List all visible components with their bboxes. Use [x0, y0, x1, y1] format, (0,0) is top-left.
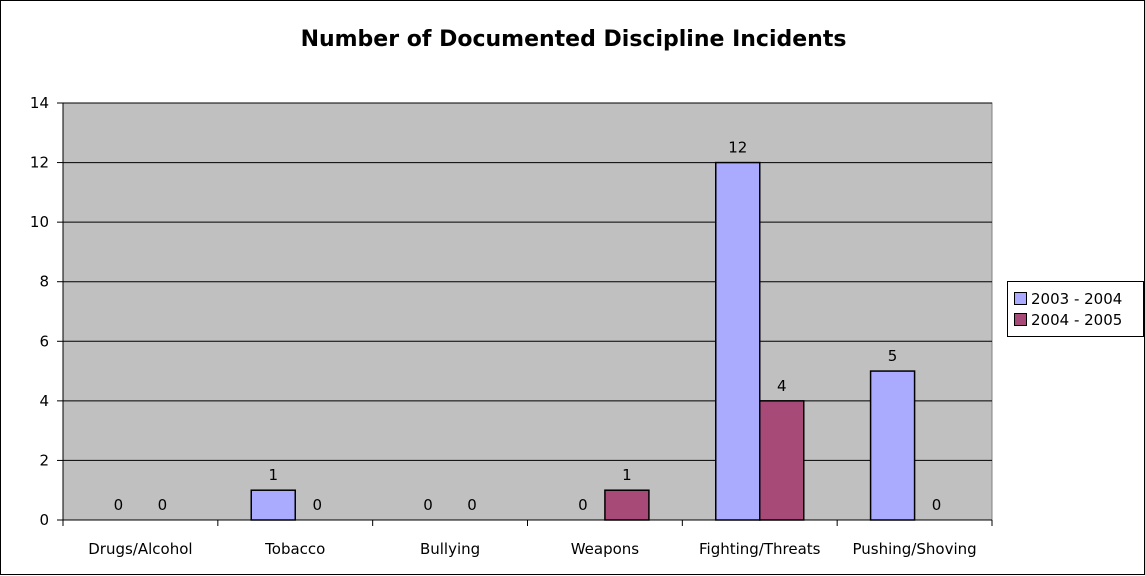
legend-label-series-2: 2004 - 2005: [1031, 310, 1123, 329]
y-tick-label-12: 12: [30, 154, 49, 172]
x-tick-label-5: Pushing/Shoving: [853, 540, 977, 558]
bar-s1-5: [869, 370, 916, 521]
x-tick-label-4: Fighting/Threats: [699, 540, 821, 558]
data-label-s1-2: 0: [423, 496, 433, 514]
legend-swatch-series-1: [1014, 292, 1027, 305]
plot-area: [62, 102, 993, 521]
y-tick-label-6: 6: [39, 332, 49, 350]
data-label-s2-0: 0: [158, 496, 168, 514]
legend-item-series-1: 2003 - 2004: [1014, 288, 1143, 309]
x-tick-label-2: Bullying: [420, 540, 480, 558]
bar-s2-3: [604, 489, 650, 521]
legend: 2003 - 2004 2004 - 2005: [1007, 281, 1144, 337]
legend-label-series-1: 2003 - 2004: [1031, 289, 1123, 308]
data-label-s1-1: 1: [268, 466, 278, 484]
x-tick-label-1: Tobacco: [264, 540, 325, 558]
chart-title: Number of Documented Discipline Incident…: [300, 27, 847, 52]
data-label-s2-2: 0: [467, 496, 477, 514]
y-tick-label-10: 10: [30, 213, 49, 231]
y-tick-label-2: 2: [39, 451, 49, 469]
data-label-s1-4: 12: [728, 139, 747, 157]
data-label-s1-5: 5: [888, 347, 898, 365]
x-tick-label-3: Weapons: [571, 540, 640, 558]
legend-swatch-series-2: [1014, 313, 1027, 326]
data-label-s2-4: 4: [777, 377, 787, 395]
y-tick-label-8: 8: [39, 273, 49, 291]
bar-s1-4: [715, 161, 761, 521]
y-tick-label-0: 0: [39, 511, 49, 529]
data-label-s1-0: 0: [114, 496, 124, 514]
legend-item-series-2: 2004 - 2005: [1014, 309, 1143, 330]
y-tick-label-14: 14: [30, 94, 49, 112]
data-label-s2-1: 0: [312, 496, 322, 514]
bar-s1-1: [250, 489, 296, 521]
bar-s2-4: [759, 400, 805, 521]
data-label-s1-3: 0: [578, 496, 588, 514]
x-tick-label-0: Drugs/Alcohol: [88, 540, 192, 558]
data-label-s2-3: 1: [622, 466, 632, 484]
y-tick-label-4: 4: [39, 392, 49, 410]
data-label-s2-5: 0: [932, 496, 942, 514]
